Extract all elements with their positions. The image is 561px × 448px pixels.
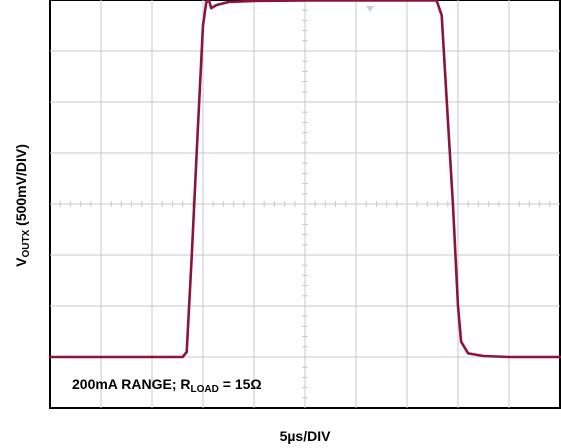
trigger-marker bbox=[366, 6, 374, 12]
chart-annotation: 200mA RANGE; RLOAD = 15Ω bbox=[72, 376, 262, 395]
grid bbox=[50, 0, 560, 408]
trace-group bbox=[48, 0, 561, 359]
series-line bbox=[48, 0, 561, 359]
x-axis-label: 5µs/DIV bbox=[279, 428, 331, 444]
y-axis-label: VOUTX (500mV/DIV) bbox=[12, 143, 32, 267]
